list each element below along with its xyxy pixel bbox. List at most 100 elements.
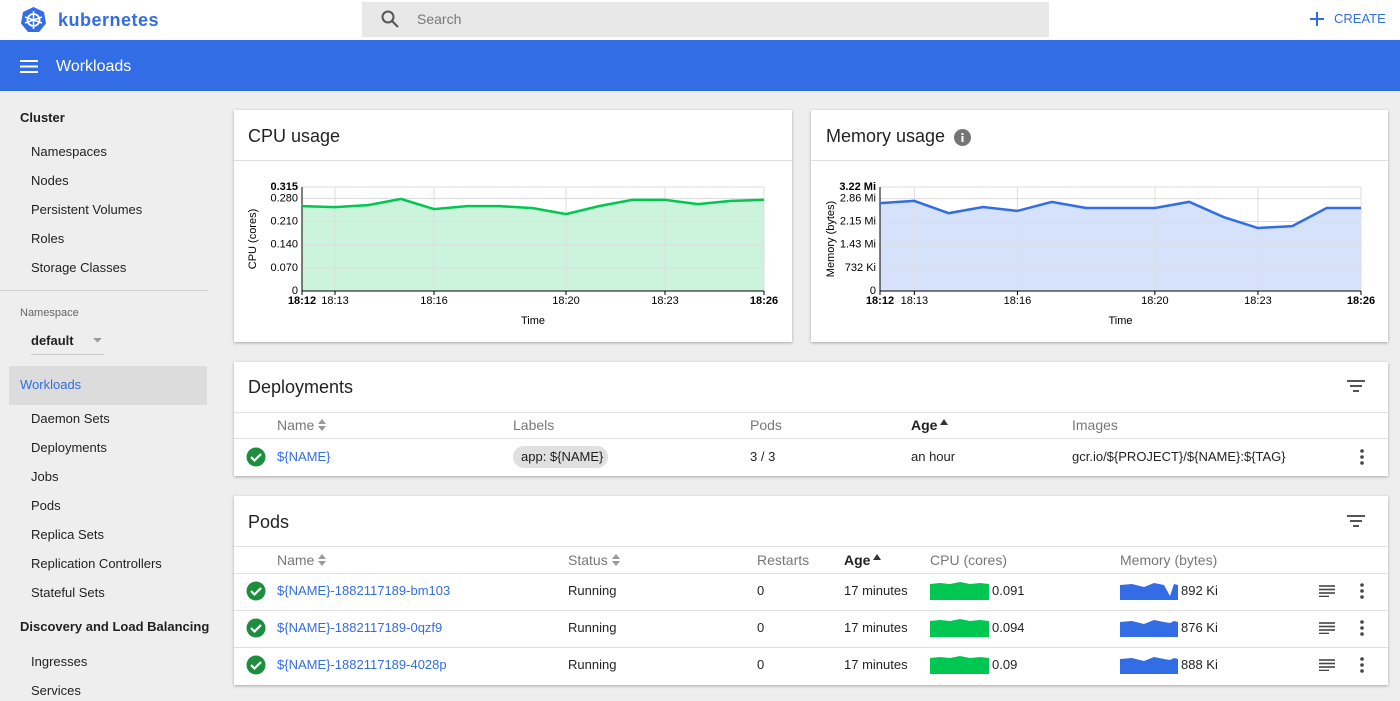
column-header[interactable]: Age xyxy=(911,417,938,433)
card-title: Pods xyxy=(248,512,290,532)
memory-chart: 0 732 Ki 1.43 Mi 2.15 Mi 2.86 Mi3.22 Mi 18:12… xyxy=(825,181,1375,327)
more-menu[interactable] xyxy=(1359,620,1365,636)
column-header[interactable]: Name xyxy=(277,552,315,568)
x-tick-label: 18:12 xyxy=(866,295,894,307)
y-tick-label: 0.210 xyxy=(270,216,298,228)
sort-icon[interactable] xyxy=(873,554,881,560)
y-axis-label: CPU (cores) xyxy=(247,209,259,270)
divider xyxy=(234,647,1388,648)
sort-icon[interactable] xyxy=(318,554,326,566)
create-button[interactable]: CREATE xyxy=(1334,11,1386,26)
filter-icon[interactable] xyxy=(1347,515,1365,527)
y-tick-label: 3.22 Mi xyxy=(839,181,876,193)
namespace-select[interactable]: default xyxy=(31,333,74,348)
column-header: Pods xyxy=(750,417,782,433)
y-tick-label: 0.280 xyxy=(270,192,298,204)
nav-item[interactable]: Daemon Sets xyxy=(31,411,110,426)
y-tick-label: 2.15 Mi xyxy=(840,215,876,227)
series-line xyxy=(879,199,1361,230)
x-tick-label: 18:20 xyxy=(552,295,580,307)
logs-icon[interactable] xyxy=(1319,585,1335,597)
nav-item[interactable]: Stateful Sets xyxy=(31,585,105,600)
sort-icon[interactable] xyxy=(612,554,620,566)
nav-heading[interactable]: Discovery and Load Balancing xyxy=(20,619,210,634)
x-tick-label: 18:13 xyxy=(901,295,929,307)
divider xyxy=(234,438,1388,439)
x-tick-label: 18:16 xyxy=(1004,295,1032,307)
deployment-name[interactable]: ${NAME} xyxy=(277,449,331,464)
nav-item[interactable]: Deployments xyxy=(31,440,107,455)
y-tick-label: 0.140 xyxy=(270,239,298,251)
search-placeholder[interactable]: Search xyxy=(417,11,462,27)
sort-icon[interactable] xyxy=(940,419,948,425)
card-title: Memory usage xyxy=(826,126,946,146)
search-icon xyxy=(381,10,399,28)
age: an hour xyxy=(911,449,956,464)
card-title: CPU usage xyxy=(248,126,341,146)
y-tick-label: 1.43 Mi xyxy=(840,239,876,251)
cpu-sparkline xyxy=(930,656,989,674)
x-axis-label: Time xyxy=(521,315,545,327)
memory-sparkline xyxy=(1120,620,1178,637)
sort-icon[interactable] xyxy=(318,419,326,431)
logs-icon[interactable] xyxy=(1319,622,1335,634)
cpu-value: 0.094 xyxy=(992,620,1025,635)
more-menu[interactable] xyxy=(1359,657,1365,673)
more-menu[interactable] xyxy=(1359,583,1365,599)
x-tick-label: 18:23 xyxy=(1244,295,1272,307)
divider xyxy=(234,610,1388,611)
logo[interactable] xyxy=(20,6,47,33)
search-box[interactable] xyxy=(362,2,1049,37)
nav-item[interactable]: Nodes xyxy=(31,173,69,188)
y-tick-label: 0.070 xyxy=(270,262,298,274)
pod-name[interactable]: ${NAME}-1882117189-0qzf9 xyxy=(277,620,443,635)
status-icon xyxy=(246,618,266,638)
divider xyxy=(234,160,792,161)
column-header[interactable]: Status xyxy=(568,552,608,568)
pods-card xyxy=(234,496,1388,685)
series-line xyxy=(301,197,765,216)
column-header: Images xyxy=(1072,417,1118,433)
nav-item[interactable]: Jobs xyxy=(31,469,59,484)
nav-item[interactable]: Pods xyxy=(31,498,61,513)
column-header[interactable]: Age xyxy=(844,552,871,568)
divider xyxy=(0,290,208,291)
column-header: CPU (cores) xyxy=(930,552,1008,568)
nav-item[interactable]: Services xyxy=(31,683,81,698)
cpu-card xyxy=(234,110,792,342)
y-tick-label: 732 Ki xyxy=(845,262,876,274)
column-header[interactable]: Name xyxy=(277,417,315,433)
nav-heading[interactable]: Workloads xyxy=(20,377,82,392)
filter-icon[interactable] xyxy=(1347,380,1365,392)
divider xyxy=(234,573,1388,574)
memory-value: 892 Ki xyxy=(1181,583,1218,598)
y-tick-label: 0.315 xyxy=(270,181,298,193)
image: gcr.io/${PROJECT}/${NAME}:${TAG} xyxy=(1072,449,1286,464)
label-chip-text: app: ${NAME} xyxy=(521,449,604,464)
column-header: Memory (bytes) xyxy=(1120,552,1218,568)
nav-item[interactable]: Persistent Volumes xyxy=(31,202,143,217)
nav-item[interactable]: Storage Classes xyxy=(31,260,127,275)
nav-item[interactable]: Roles xyxy=(31,231,65,246)
pod-name[interactable]: ${NAME}-1882117189-bm103 xyxy=(277,583,451,598)
status-icon xyxy=(246,447,266,467)
nav-item[interactable]: Namespaces xyxy=(31,144,107,159)
create-icon[interactable] xyxy=(1310,12,1324,26)
nav-item[interactable]: Replication Controllers xyxy=(31,556,162,571)
x-tick-label: 18:23 xyxy=(651,295,679,307)
nav-heading[interactable]: Cluster xyxy=(20,110,65,125)
pod-name[interactable]: ${NAME}-1882117189-4028p xyxy=(277,657,447,672)
nav-item[interactable]: Replica Sets xyxy=(31,527,104,542)
y-tick-label: 0 xyxy=(870,285,876,297)
more-menu[interactable] xyxy=(1359,449,1365,465)
info-icon[interactable] xyxy=(954,129,971,146)
nav-item[interactable]: Ingresses xyxy=(31,654,88,669)
dropdown-caret[interactable] xyxy=(93,338,102,343)
cpu-sparkline xyxy=(930,582,989,600)
deployments-card xyxy=(234,362,1388,476)
logs-icon[interactable] xyxy=(1319,659,1335,671)
cpu-sparkline xyxy=(930,619,989,637)
menu-icon[interactable] xyxy=(20,60,38,73)
brand[interactable]: kubernetes xyxy=(58,10,160,30)
